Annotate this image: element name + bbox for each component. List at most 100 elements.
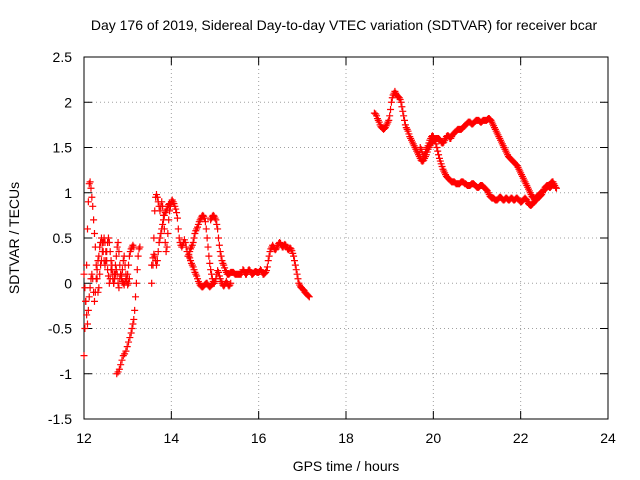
data-point (126, 334, 134, 342)
grid (84, 57, 608, 419)
data-point (150, 234, 158, 242)
x-tick-label: 24 (600, 430, 616, 446)
data-point (192, 270, 200, 278)
data-point (88, 193, 96, 201)
data-point (131, 306, 139, 314)
data-point (201, 218, 209, 226)
data-point (216, 248, 224, 256)
data-point (82, 297, 90, 305)
data-point (117, 270, 125, 278)
data-point (217, 252, 225, 260)
data-point (386, 112, 394, 120)
data-point (105, 239, 113, 247)
data-point (156, 207, 164, 215)
data-point (148, 279, 156, 287)
data-point (96, 243, 104, 251)
data-point (154, 248, 162, 256)
data-point (185, 252, 193, 260)
data-points (80, 87, 560, 378)
data-point (290, 252, 298, 260)
data-point (215, 241, 223, 249)
data-point (157, 229, 165, 237)
data-point (206, 259, 214, 267)
x-axis-ticks: 12 14 16 18 20 22 24 (76, 57, 616, 446)
data-point (172, 205, 180, 213)
data-point (158, 225, 166, 233)
data-point (125, 275, 133, 283)
data-point (374, 116, 382, 124)
data-point (112, 252, 120, 260)
data-point (129, 241, 137, 249)
data-point (174, 225, 182, 233)
data-point (80, 352, 88, 360)
y-tick-label: 2 (64, 94, 72, 110)
data-point (163, 243, 171, 251)
data-point (173, 209, 181, 217)
data-point (432, 140, 440, 148)
data-point (86, 284, 94, 292)
data-point (97, 234, 105, 242)
data-point (127, 329, 135, 337)
data-point (156, 234, 164, 242)
data-point (552, 184, 560, 192)
data-point (294, 275, 302, 283)
data-point (292, 266, 300, 274)
chart-title: Day 176 of 2019, Sidereal Day-to-day VTE… (91, 17, 598, 33)
data-point (435, 151, 443, 159)
data-point (117, 361, 125, 369)
data-point (84, 306, 92, 314)
data-point (95, 284, 103, 292)
data-point (263, 263, 271, 271)
data-point (166, 200, 174, 208)
y-tick-label: 1 (64, 185, 72, 201)
data-point (83, 261, 91, 269)
data-point (290, 257, 298, 265)
data-point (134, 252, 142, 260)
data-point (305, 293, 313, 301)
data-point (106, 248, 114, 256)
data-point (400, 112, 408, 120)
data-point (187, 243, 195, 251)
data-point (125, 252, 133, 260)
data-point (201, 214, 209, 222)
data-point (152, 261, 160, 269)
data-point (153, 257, 161, 265)
data-point (155, 239, 163, 247)
data-point (122, 347, 130, 355)
data-point (80, 270, 88, 278)
data-point (227, 279, 235, 287)
data-point (205, 252, 213, 260)
data-point (190, 234, 198, 242)
data-point (113, 243, 121, 251)
data-point (387, 105, 395, 113)
data-point (263, 267, 271, 275)
data-point (128, 325, 136, 332)
data-point (181, 239, 189, 247)
data-point (385, 116, 393, 124)
data-point (89, 202, 97, 210)
data-point (203, 234, 211, 242)
x-tick-label: 18 (338, 430, 354, 446)
x-tick-label: 16 (251, 430, 267, 446)
data-point (83, 311, 91, 319)
data-point (118, 266, 126, 274)
data-point (93, 266, 101, 274)
data-point (86, 178, 94, 186)
data-point (115, 365, 123, 373)
data-point (115, 284, 123, 292)
data-point (552, 183, 560, 191)
data-point (264, 257, 272, 265)
data-point (124, 270, 132, 278)
data-point (125, 338, 133, 346)
y-tick-label: -0.5 (48, 321, 72, 337)
data-point (212, 216, 220, 224)
y-tick-label: 2.5 (53, 49, 73, 65)
data-point (84, 198, 92, 206)
data-point (96, 270, 104, 278)
data-point (161, 239, 169, 247)
data-point (91, 288, 99, 296)
data-point (81, 325, 89, 332)
data-point (125, 261, 133, 269)
data-point (153, 193, 161, 201)
